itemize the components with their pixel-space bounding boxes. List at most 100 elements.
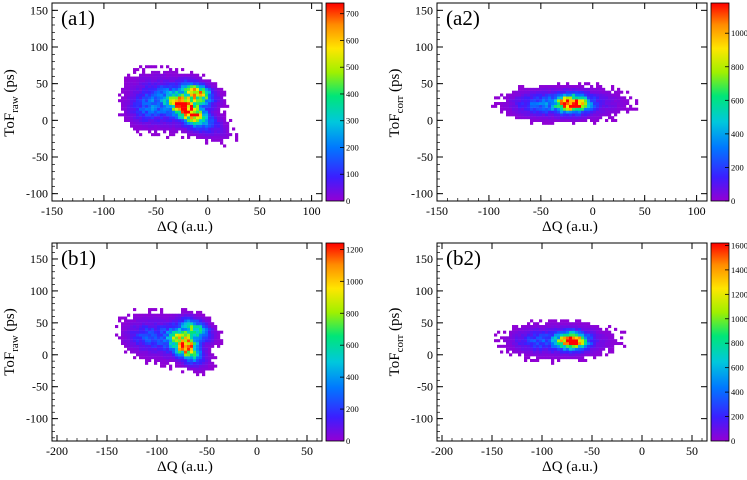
heatmap-cell xyxy=(202,116,206,120)
heatmap-cell xyxy=(542,121,546,125)
heatmap-cell xyxy=(172,121,176,125)
heatmap-cell xyxy=(181,361,185,365)
heatmap-cell xyxy=(187,113,191,117)
heatmap-cell xyxy=(169,367,173,371)
heatmap-cell xyxy=(169,350,173,354)
heatmap-cell xyxy=(599,107,603,111)
heatmap-cell xyxy=(166,99,170,103)
heatmap-cell xyxy=(160,336,164,340)
heatmap-cell xyxy=(551,325,555,329)
heatmap-cell xyxy=(187,356,191,360)
y-tick-label: 150 xyxy=(415,3,433,17)
heatmap-cell xyxy=(596,333,600,337)
heatmap-cell xyxy=(169,96,173,100)
heatmap-cell xyxy=(175,110,179,114)
heatmap-cell xyxy=(151,93,155,97)
heatmap-cell xyxy=(515,347,519,351)
heatmap-cell xyxy=(163,353,167,357)
heatmap-cell xyxy=(524,336,528,340)
heatmap-cell xyxy=(578,85,582,89)
heatmap-cell xyxy=(169,342,173,346)
heatmap-cell xyxy=(199,113,203,117)
heatmap-cell xyxy=(178,76,182,80)
heatmap-cell xyxy=(566,356,570,360)
heatmap-cell xyxy=(178,342,182,346)
heatmap-cell xyxy=(211,344,215,348)
heatmap-cell xyxy=(521,93,525,97)
heatmap-cell xyxy=(575,319,579,323)
heatmap-cell xyxy=(202,82,206,86)
heatmap-cell xyxy=(533,339,537,343)
heatmap-cell xyxy=(169,93,173,97)
heatmap-cell xyxy=(154,79,158,83)
heatmap-cell xyxy=(154,347,158,351)
heatmap-cell xyxy=(145,358,149,362)
heatmap-cell xyxy=(136,121,140,125)
heatmap-cell xyxy=(205,325,209,329)
heatmap-cell xyxy=(187,79,191,83)
heatmap-cell xyxy=(193,104,197,108)
heatmap-cell xyxy=(124,319,128,323)
heatmap-cell xyxy=(199,110,203,114)
heatmap-cell xyxy=(223,93,227,97)
heatmap-cell xyxy=(566,325,570,329)
heatmap-cell xyxy=(226,130,230,134)
heatmap-cell xyxy=(557,85,561,89)
heatmap-cell xyxy=(157,350,161,354)
heatmap-cell xyxy=(148,104,152,108)
heatmap-cell xyxy=(566,99,570,103)
heatmap-cell xyxy=(190,319,194,323)
heatmap-cell xyxy=(599,327,603,331)
heatmap-cell xyxy=(178,344,182,348)
y-tick-label: 0 xyxy=(42,113,48,127)
heatmap-cell xyxy=(166,113,170,117)
heatmap-cell xyxy=(593,110,597,114)
heatmap-cell xyxy=(199,316,203,320)
heatmap-cell xyxy=(551,118,555,122)
heatmap-cell xyxy=(584,353,588,357)
heatmap-cell xyxy=(584,322,588,326)
heatmap-cell xyxy=(142,127,146,131)
heatmap-cell xyxy=(512,90,516,94)
heatmap-cell xyxy=(199,322,203,326)
heatmap-cell xyxy=(187,339,191,343)
heatmap-cell xyxy=(575,107,579,111)
heatmap-cell xyxy=(154,76,158,80)
x-tick-label: -100 xyxy=(478,204,500,218)
heatmap-cell xyxy=(136,90,140,94)
heatmap-cell xyxy=(166,333,170,337)
heatmap-cell xyxy=(581,333,585,337)
heatmap-cell xyxy=(193,316,197,320)
heatmap-cell xyxy=(214,130,218,134)
heatmap-cell xyxy=(136,110,140,114)
heatmap-cell xyxy=(151,76,155,80)
heatmap-cell xyxy=(166,110,170,114)
heatmap-cell xyxy=(124,96,128,100)
heatmap-cell xyxy=(190,333,194,337)
colorbar-tick-label: 600 xyxy=(731,95,744,105)
heatmap-cell xyxy=(539,90,543,94)
heatmap-cell xyxy=(611,347,615,351)
heatmap-cell xyxy=(611,350,615,354)
heatmap-cell xyxy=(548,353,552,357)
heatmap-cell xyxy=(593,342,597,346)
heatmap-cell xyxy=(626,102,630,106)
x-tick-label: -200 xyxy=(46,444,68,458)
colorbar-tick-label: 200 xyxy=(346,142,359,152)
heatmap-cell xyxy=(599,96,603,100)
heatmap-cell xyxy=(593,90,597,94)
heatmap-cell xyxy=(572,96,576,100)
heatmap-cell xyxy=(127,313,131,317)
heatmap-cell xyxy=(527,330,531,334)
heatmap-cell xyxy=(575,347,579,351)
heatmap-cell xyxy=(521,347,525,351)
heatmap-cell xyxy=(551,110,555,114)
heatmap-cell xyxy=(205,96,209,100)
heatmap-cell xyxy=(527,344,531,348)
heatmap-cell xyxy=(184,79,188,83)
heatmap-cell xyxy=(196,313,200,317)
panel-b2-ylabel-sub: corr xyxy=(394,334,406,352)
heatmap-cell xyxy=(536,336,540,340)
heatmap-cell xyxy=(133,325,137,329)
heatmap-cell xyxy=(599,102,603,106)
